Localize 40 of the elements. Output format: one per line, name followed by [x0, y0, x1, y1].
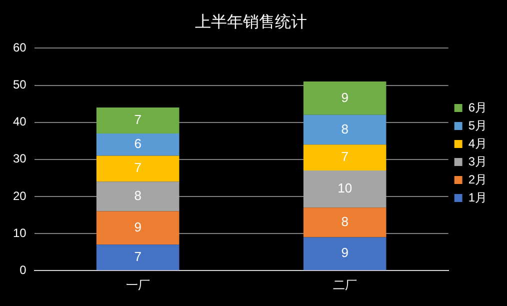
data-label: 10: [338, 180, 352, 196]
y-tick-label: 0: [20, 262, 27, 277]
data-label: 6: [134, 136, 142, 152]
legend-label: 3月: [468, 154, 488, 168]
legend-label: 2月: [468, 172, 488, 186]
y-tick-label: 30: [12, 152, 27, 166]
y-tick-label: 20: [12, 188, 27, 203]
y-tick-label: 50: [12, 78, 27, 92]
data-label: 8: [134, 188, 142, 204]
bar: [303, 208, 386, 238]
bar: [96, 211, 180, 245]
x-tick-label: 二厂: [332, 278, 357, 292]
bar: [96, 156, 180, 182]
data-label: 8: [341, 214, 348, 229]
data-label: 7: [134, 160, 142, 176]
bar: [303, 144, 386, 171]
y-tick-label: 40: [12, 114, 27, 129]
bar: [303, 82, 386, 115]
legend-label: 4月: [468, 136, 488, 150]
y-tick-label: 60: [12, 40, 27, 55]
bar: [303, 114, 386, 145]
data-label: 7: [134, 112, 142, 128]
bar: [96, 108, 180, 134]
data-label: 7: [134, 248, 142, 264]
y-tick-label: 10: [12, 226, 27, 240]
bar: [96, 244, 180, 270]
data-label: 9: [134, 220, 142, 235]
bar: [96, 182, 180, 212]
chart-title: 上半年销售统计: [195, 13, 307, 32]
legend-label: 5月: [468, 118, 488, 132]
data-label: 7: [341, 149, 348, 164]
legend-label: 6月: [468, 100, 488, 114]
bar: [96, 133, 180, 156]
data-label: 9: [341, 245, 348, 260]
legend-label: 1月: [468, 190, 488, 204]
bar: [303, 170, 386, 208]
x-tick-label: 一厂: [126, 278, 150, 292]
data-label: 8: [341, 121, 348, 136]
data-label: 9: [341, 90, 348, 105]
bar: [303, 237, 386, 270]
